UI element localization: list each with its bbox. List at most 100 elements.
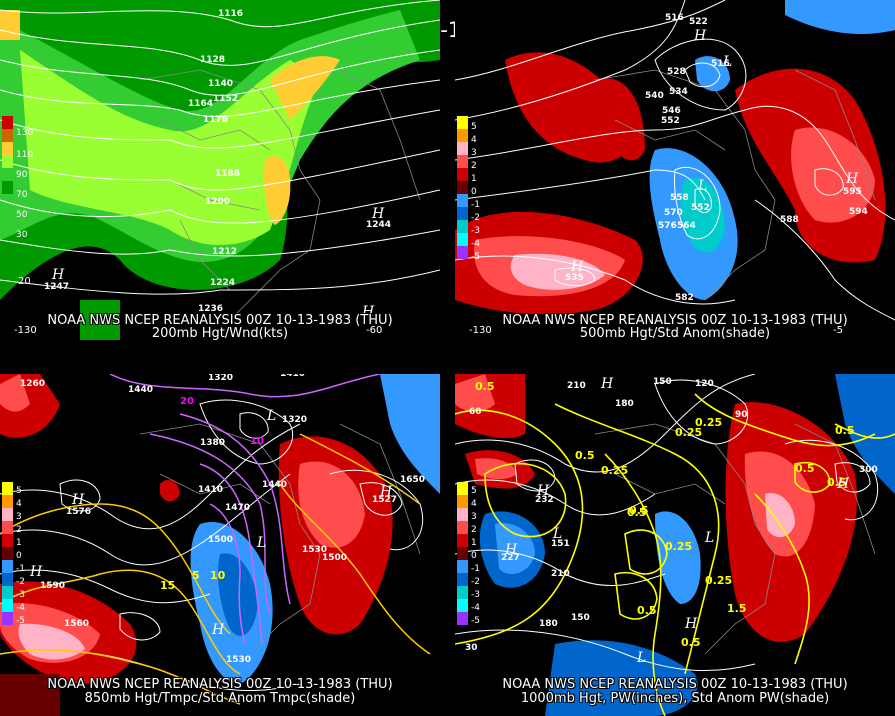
legend-850mb	[2, 482, 14, 625]
legend-label: 3	[16, 512, 22, 522]
label-151: 151	[551, 539, 570, 549]
label-1176: 1176	[203, 115, 228, 125]
legend-label: 4	[471, 135, 477, 145]
legend-1000mb	[457, 482, 469, 625]
high-center: H	[51, 267, 65, 283]
label-540: 540	[645, 91, 664, 101]
high-center: H	[379, 484, 393, 500]
high-center: H	[836, 476, 850, 492]
caption-line1: NOAA NWS NCEP REANALYSIS 00Z 10-13-1983 …	[47, 677, 393, 692]
label-535: 535	[565, 273, 584, 283]
pw-label: 0.5	[475, 380, 495, 393]
caption-line1: NOAA NWS NCEP REANALYSIS 00Z 10-13-1983 …	[47, 313, 393, 328]
pw-label: 0.25	[675, 426, 702, 439]
legend-label: 1	[16, 538, 22, 548]
panel-850mb: 1260 1320 1410 1440 1380 1410 1470 1500 …	[0, 374, 440, 716]
legend-label: 2	[471, 161, 477, 171]
legend-label: 4	[16, 499, 22, 509]
label-1320b: 1320	[282, 415, 307, 425]
label-1530: 1530	[302, 545, 327, 555]
legend-label: 1	[471, 538, 477, 548]
label-150b: 150	[571, 613, 590, 623]
label-1410: 1410	[280, 374, 305, 379]
pw-label: 0.5	[827, 476, 847, 489]
label-232: 232	[535, 495, 554, 505]
axis-label: -60	[366, 325, 383, 336]
low-center: L	[266, 408, 276, 424]
caption-line2: 500mb Hgt/Std Anom(shade)	[579, 326, 771, 341]
legend-label: 0	[16, 551, 22, 561]
legend-label: 1	[471, 174, 477, 184]
label-1576: 1576	[66, 507, 91, 517]
label-1200: 1200	[205, 197, 230, 207]
axis-label: 20	[18, 276, 31, 287]
high-center: H	[504, 542, 518, 558]
legend-label: 5	[471, 486, 477, 496]
label-528: 528	[667, 67, 686, 77]
map-200mb: 1116 1128 1140 1152 1164 1176 1188 1200 …	[0, 0, 440, 340]
label-1650: 1650	[400, 475, 425, 485]
legend-label: -1	[471, 200, 480, 210]
high-center: H	[71, 492, 85, 508]
pw-label: 0.25	[665, 540, 692, 553]
caption-line1: NOAA NWS NCEP REANALYSIS 00Z 10-13-1983 …	[502, 313, 848, 328]
label-1560: 1560	[64, 619, 89, 629]
pw-label: 0.25	[695, 416, 722, 429]
legend-label: -5	[471, 252, 480, 262]
legend-label: -2	[471, 577, 480, 587]
legend-label: 90	[16, 170, 28, 180]
label-1152: 1152	[213, 94, 238, 104]
label-552b: 552	[691, 203, 710, 213]
label-1236: 1236	[198, 304, 223, 314]
label-180: 180	[615, 399, 634, 409]
label-546: 546	[662, 106, 681, 116]
label-60: 60	[469, 407, 482, 417]
label-516b: 516	[711, 59, 730, 69]
label-1380: 1380	[200, 438, 225, 448]
high-center: H	[29, 564, 43, 580]
label-1530b: 1530	[226, 655, 251, 665]
pw-label: 0.5	[681, 636, 701, 649]
legend-label: 0	[471, 551, 477, 561]
panel-1000mb: 210 180 150 120 90 60 30 300 232 227 151…	[455, 374, 895, 716]
label-30: 30	[465, 643, 478, 653]
legend-label: 30	[16, 230, 28, 240]
legend-label: 5	[471, 122, 477, 132]
temp-label: 10	[250, 436, 264, 447]
label-1212: 1212	[212, 247, 237, 257]
label-1188: 1188	[215, 169, 240, 179]
high-center: H	[570, 259, 584, 275]
legend-label: 3	[471, 512, 477, 522]
label-1590: 1590	[40, 581, 65, 591]
panel-500mb: 516 522 528 516 534 540 546 552 558 570 …	[455, 0, 895, 340]
legend-label: 50	[16, 210, 28, 220]
label-1128: 1128	[200, 55, 225, 65]
label-300: 300	[859, 465, 878, 475]
legend-label: 2	[16, 525, 22, 535]
pw-label: 0.5	[795, 462, 815, 475]
label-552: 552	[661, 116, 680, 126]
low-center: L	[256, 535, 266, 551]
label-90: 90	[735, 410, 748, 420]
label-1470: 1470	[225, 503, 250, 513]
label-150: 150	[653, 377, 672, 387]
label-1440: 1440	[128, 385, 153, 395]
legend-200mb	[2, 116, 14, 194]
label-1260: 1260	[20, 379, 45, 389]
axis-label: -5	[833, 325, 843, 336]
label-1164: 1164	[188, 99, 213, 109]
temp-label: 5	[192, 569, 200, 582]
label-516: 516	[665, 13, 684, 23]
caption-line2: 1000mb Hgt, PW(inches), Std Anom PW(shad…	[520, 691, 830, 706]
pw-label: 0.5	[627, 506, 647, 519]
legend-label: 110	[16, 150, 34, 160]
label-576: 576	[658, 221, 677, 231]
axis-label: -130	[469, 325, 492, 336]
legend-label: 130	[16, 128, 34, 138]
legend-label: 5	[16, 486, 22, 496]
map-500mb: 516 522 528 516 534 540 546 552 558 570 …	[455, 0, 895, 321]
legend-label: 70	[16, 190, 28, 200]
temp-label: 15	[160, 579, 175, 592]
label-1247: 1247	[44, 282, 69, 292]
label-1500b: 1500	[322, 553, 347, 563]
